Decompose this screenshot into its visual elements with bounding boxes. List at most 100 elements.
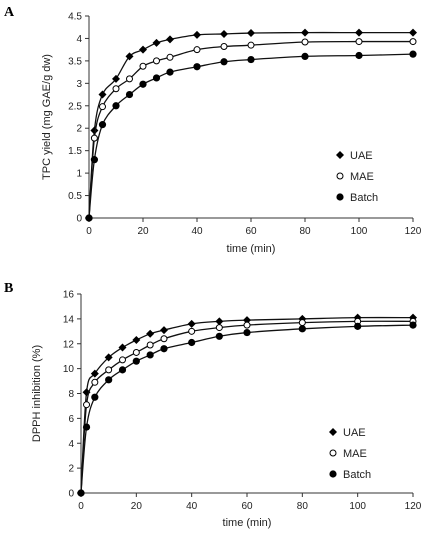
data-point-mae — [247, 41, 255, 49]
legend-item-uae: UAE — [336, 150, 373, 162]
x-tick-label: 0 — [78, 501, 84, 512]
legend-symbol-uae — [329, 428, 337, 436]
data-point-batch — [193, 63, 201, 71]
y-tick-label: 16 — [63, 290, 75, 301]
data-point-uae — [90, 126, 99, 135]
data-point-mae — [409, 38, 417, 46]
y-tick-label: 2.5 — [68, 101, 82, 112]
data-point-batch — [247, 55, 255, 64]
data-point-batch — [152, 74, 161, 82]
legend-label-batch: Batch — [350, 192, 378, 204]
data-point-uae — [193, 30, 201, 39]
legend-marker-mae — [336, 172, 344, 180]
x-tick-label: 0 — [86, 226, 92, 237]
legend-symbol-mae — [329, 449, 337, 457]
data-point-batch — [98, 121, 107, 129]
y-tick-label: 14 — [63, 314, 75, 325]
data-point-mae — [193, 46, 201, 54]
legend-marker-batch — [336, 193, 344, 201]
x-tick-label: 40 — [186, 501, 198, 512]
data-point-mae — [126, 75, 133, 83]
data-point-mae — [188, 327, 196, 335]
y-tick-label: 1.5 — [68, 146, 82, 157]
y-tick-label: 12 — [63, 339, 75, 350]
data-point-mae — [166, 53, 174, 61]
legend-symbol-uae — [336, 151, 344, 159]
y-tick-label: 10 — [63, 364, 75, 375]
legend-item-mae: MAE — [329, 448, 367, 460]
legend-label-mae: MAE — [350, 171, 374, 183]
data-point-batch — [125, 90, 134, 99]
data-point-mae — [99, 103, 106, 111]
data-point-mae — [112, 85, 120, 93]
data-point-batch — [243, 328, 251, 337]
y-tick-label: 0.5 — [68, 191, 82, 202]
y-tick-label: 2 — [68, 464, 74, 475]
legend-label-batch: Batch — [343, 469, 371, 481]
data-point-mae — [146, 341, 154, 349]
x-tick-label: 20 — [131, 501, 143, 512]
data-point-batch — [118, 366, 127, 374]
data-point-mae — [91, 378, 99, 386]
data-point-uae — [215, 317, 224, 326]
legend-label-uae: UAE — [343, 427, 366, 439]
data-point-batch — [301, 52, 309, 61]
data-point-batch — [354, 322, 362, 330]
data-point-uae — [220, 29, 228, 38]
y-tick-label: 4 — [68, 439, 74, 450]
data-point-mae — [119, 356, 126, 364]
y-tick-label: 8 — [68, 389, 74, 400]
data-point-uae — [139, 45, 147, 54]
y-tick-label: 0 — [76, 214, 82, 225]
data-point-mae — [355, 38, 363, 46]
data-point-uae — [243, 316, 251, 325]
y-tick-label: 3 — [76, 79, 82, 90]
x-ticks: 0 20 40 60 80 100 120 — [86, 218, 422, 237]
legend-marker-uae — [336, 151, 344, 159]
y-tick-label: 0 — [68, 489, 74, 500]
data-point-batch — [146, 351, 154, 359]
data-point-batch — [166, 68, 174, 76]
data-point-uae — [166, 35, 174, 44]
legend-symbol-mae — [336, 172, 344, 180]
x-tick-label: 100 — [349, 501, 366, 512]
data-point-batch — [298, 325, 306, 333]
data-point-uae — [355, 28, 363, 37]
data-point-batch — [132, 357, 140, 365]
data-point-mae — [90, 134, 98, 142]
data-point-batch — [188, 338, 196, 347]
legend-symbol-batch — [329, 470, 337, 478]
data-point-batch — [82, 423, 91, 431]
x-tick-label: 80 — [299, 226, 311, 237]
chart-panel-b: B 0 2 4 6 8 10 12 14 16 0 20 40 60 80 100 120 time (mi… — [4, 281, 422, 529]
x-tick-label: 20 — [137, 226, 149, 237]
series-layer — [85, 28, 417, 222]
data-point-uae — [409, 28, 417, 37]
data-point-mae — [132, 348, 140, 356]
x-tick-label: 100 — [351, 226, 368, 237]
y-axis-label: DPPH inhibition (%) — [31, 345, 43, 442]
x-tick-label: 60 — [241, 501, 253, 512]
x-tick-label: 80 — [297, 501, 309, 512]
data-point-batch — [355, 51, 363, 60]
data-point-mae — [301, 38, 309, 46]
legend-marker-mae — [329, 449, 337, 457]
data-point-batch — [139, 80, 147, 88]
data-point-uae — [125, 52, 134, 61]
data-point-uae — [152, 38, 161, 47]
data-point-mae — [139, 62, 147, 70]
legend-item-batch: Batch — [329, 469, 371, 481]
y-tick-label: 6 — [68, 414, 74, 425]
data-point-uae — [247, 29, 255, 38]
series-layer — [77, 313, 417, 497]
y-tick-label: 3.5 — [68, 56, 82, 67]
data-point-mae — [220, 43, 228, 51]
legend: UAE MAE Batch — [329, 427, 371, 481]
legend-item-uae: UAE — [329, 427, 366, 439]
data-point-batch — [160, 345, 168, 353]
x-tick-label: 40 — [191, 226, 203, 237]
data-point-uae — [112, 74, 120, 83]
legend-marker-uae — [329, 428, 337, 436]
